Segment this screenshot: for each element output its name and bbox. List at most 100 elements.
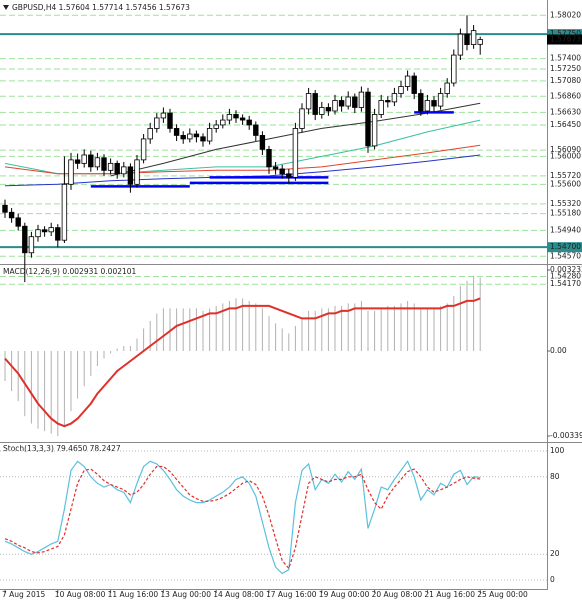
candle-body — [279, 168, 285, 175]
candle-body — [325, 107, 332, 112]
candle-body — [2, 204, 8, 213]
x-tick-label: 11 Aug 16:00 — [108, 590, 159, 599]
chart-title: Stoch(13,3,3) 79.4650 78.2427 — [3, 444, 121, 453]
level-label: 1.54700 — [550, 242, 581, 251]
candle-body — [246, 119, 252, 126]
candle-body — [272, 166, 279, 170]
candle-body — [371, 114, 378, 147]
level-label-bg — [547, 29, 582, 40]
x-tick-label: 10 Aug 08:00 — [55, 590, 106, 599]
y-tick-label: 20 — [550, 549, 560, 558]
y-tick-label: 1.56630 — [550, 107, 581, 116]
candle-body — [305, 93, 312, 110]
y-tick-label: 1.55320 — [550, 199, 581, 208]
candle-body — [35, 229, 41, 238]
candle-body — [134, 159, 140, 185]
level-label-bg — [547, 242, 582, 253]
candle-body — [200, 136, 206, 142]
stochastic-signal-line — [4, 465, 481, 570]
current-price-label: 1.57673 — [550, 35, 581, 44]
x-tick-label: 19 Aug 00:00 — [319, 590, 370, 599]
candle-body — [48, 227, 54, 233]
x-tick-label: 21 Aug 16:00 — [424, 590, 475, 599]
candle-body — [299, 108, 305, 129]
candle-body — [470, 30, 477, 46]
candle-body — [41, 229, 48, 233]
y-tick-label: 1.56000 — [550, 151, 581, 160]
candle-body — [213, 124, 219, 129]
y-tick-label: 100 — [550, 446, 565, 455]
candle-body — [107, 162, 114, 171]
y-tick-label: 1.54570 — [550, 251, 581, 260]
y-tick-label: 1.57400 — [550, 54, 581, 63]
candle-body — [259, 135, 266, 150]
candle-body — [8, 211, 15, 219]
y-tick-label: 1.56860 — [550, 91, 581, 100]
candle-body — [121, 166, 127, 175]
candle-body — [437, 93, 444, 107]
moving-average — [4, 144, 481, 175]
signal-line — [4, 297, 481, 428]
candle-body — [74, 159, 81, 164]
candle-body — [154, 117, 160, 129]
candle-body — [345, 96, 351, 107]
candle-body — [101, 157, 107, 171]
y-tick-label: 1.56090 — [550, 145, 581, 154]
candle-body — [292, 128, 299, 178]
y-tick-label: 1.55720 — [550, 171, 581, 180]
candle-body — [94, 157, 101, 168]
candle-body — [286, 173, 292, 178]
candle-body — [193, 133, 200, 138]
candle-body — [358, 91, 365, 108]
y-tick-label: 1.57080 — [550, 76, 581, 85]
y-tick-label: 1.57250 — [550, 64, 581, 73]
y-tick-label: 1.54280 — [550, 272, 581, 281]
candle-body — [68, 159, 74, 185]
candle-body — [352, 96, 358, 108]
candle-body — [140, 138, 147, 161]
candle-body — [206, 128, 213, 142]
candle-body — [365, 91, 371, 147]
candle-body — [411, 75, 417, 94]
candle-body — [233, 114, 239, 119]
stochastic-main-line — [4, 460, 481, 575]
candle-body — [319, 107, 325, 115]
candle-body — [266, 148, 272, 168]
candle-body — [22, 225, 28, 254]
candle-body — [404, 75, 411, 87]
candle-body — [28, 236, 35, 254]
candle-body — [457, 33, 464, 56]
y-tick-label: 1.56450 — [550, 120, 581, 129]
candle-body — [180, 135, 186, 140]
candle-body — [378, 100, 384, 115]
current-price-bg — [547, 34, 582, 45]
y-tick-label: 0 — [550, 575, 555, 584]
y-tick-label: 1.58020 — [550, 10, 581, 19]
x-tick-label: 7 Aug 2015 — [2, 590, 45, 599]
x-tick-label: 25 Aug 00:00 — [477, 590, 528, 599]
candle-body — [127, 166, 134, 185]
candle-body — [385, 100, 391, 103]
y-tick-label: 1.55180 — [550, 209, 581, 218]
candle-body — [398, 86, 404, 94]
candle-body — [114, 162, 120, 175]
candle-body — [253, 124, 259, 136]
candle-body — [226, 114, 233, 121]
x-tick-label: 14 Aug 08:00 — [213, 590, 264, 599]
candle-body — [418, 93, 424, 112]
y-tick-label: 0.003233 — [550, 265, 582, 274]
candle-body — [187, 133, 193, 140]
candle-body — [61, 183, 68, 241]
chart-title: GBPUSD,H4 1.57604 1.57714 1.57456 1.5767… — [12, 3, 190, 12]
candle-body — [451, 54, 457, 84]
candle-body — [160, 112, 167, 119]
candle-body — [338, 100, 345, 107]
candle-body — [464, 33, 470, 46]
title-marker — [3, 5, 9, 10]
candle-body — [55, 227, 61, 241]
candle-body — [147, 128, 153, 140]
candle-body — [173, 128, 180, 136]
